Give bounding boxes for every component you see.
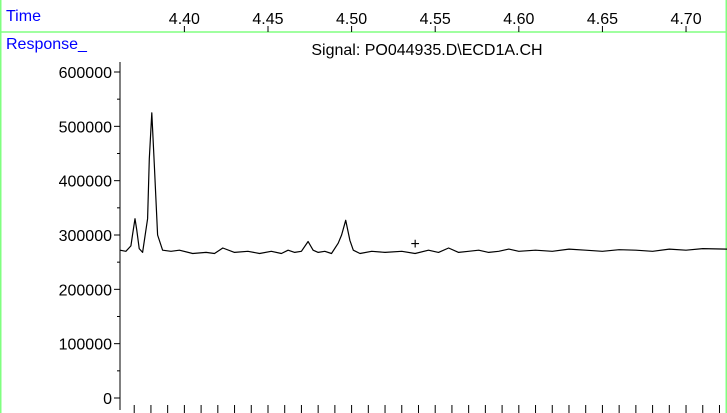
y-axis-label: Response_ (6, 36, 88, 53)
y-tick-label: 200000 (59, 282, 112, 299)
x-tick-label: 4.60 (503, 11, 534, 28)
y-tick-label: 0 (103, 391, 112, 408)
x-tick-label: 4.40 (169, 11, 200, 28)
x-tick-label: 4.65 (587, 11, 618, 28)
y-tick-label: 600000 (59, 65, 112, 82)
x-axis-label: Time (6, 8, 41, 25)
x-tick-label: 4.45 (252, 11, 283, 28)
plus-marker: + (410, 236, 419, 253)
x-tick-label: 4.55 (420, 11, 451, 28)
signal-trace (119, 112, 727, 255)
x-tick-label: 4.70 (670, 11, 701, 28)
y-tick-label: 300000 (59, 228, 112, 245)
y-tick-label: 100000 (59, 337, 112, 354)
chart-title: Signal: PO044935.D\ECD1A.CH (311, 42, 542, 59)
x-tick-label: 4.50 (336, 11, 367, 28)
y-tick-label: 400000 (59, 174, 112, 191)
y-tick-label: 500000 (59, 119, 112, 136)
